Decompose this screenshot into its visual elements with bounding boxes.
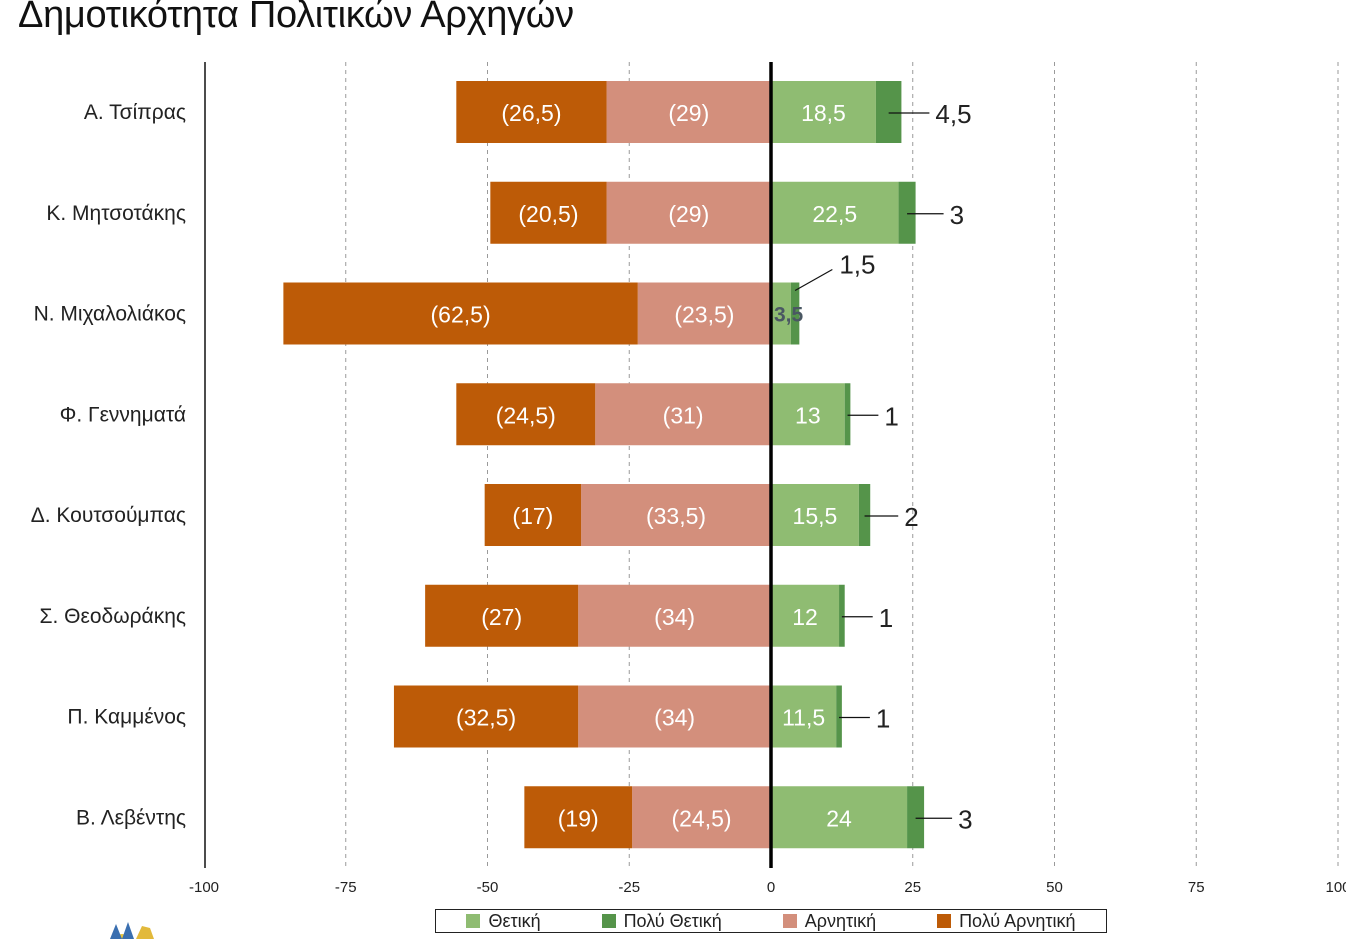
data-label-positive: 22,5 [812, 201, 857, 227]
data-label-very-positive: 1,5 [839, 250, 875, 280]
bar-negative [637, 282, 771, 345]
data-label-very-negative: (27) [481, 604, 522, 630]
data-label-very-positive: 1 [879, 603, 893, 633]
bar-positive [771, 81, 876, 143]
bar-positive [771, 484, 859, 546]
legend-item: Πολύ Αρνητική [937, 910, 1076, 932]
legend-item: Θετική [466, 910, 541, 932]
bar-positive [771, 786, 908, 849]
x-tick-label: -50 [477, 879, 499, 896]
x-tick-label: 100 [1325, 879, 1346, 896]
data-label-negative: (29) [668, 201, 709, 227]
data-label-positive: 24 [826, 805, 852, 831]
data-label-negative: (31) [663, 402, 704, 428]
bar-very-positive [839, 584, 845, 647]
data-label-negative: (29) [668, 100, 709, 126]
bar-negative [595, 383, 771, 446]
category-label: Δ. Κουτσούμπας [31, 504, 186, 527]
legend-swatch [466, 914, 481, 928]
category-label: Κ. Μητσοτάκης [46, 202, 186, 225]
legend-swatch [601, 914, 616, 928]
bar-very-negative [490, 181, 607, 244]
category-label: Σ. Θεοδωράκης [40, 605, 187, 628]
data-label-positive: 18,5 [801, 100, 846, 126]
data-label-very-positive: 3 [950, 200, 964, 230]
data-label-very-positive: 4,5 [935, 99, 971, 129]
legend-label: Θετική [488, 910, 541, 931]
bar-very-negative [393, 685, 579, 748]
bar-negative [581, 484, 771, 546]
legend-swatch [782, 914, 797, 928]
data-label-very-positive: 2 [904, 502, 918, 532]
category-label: Ν. Μιχαλολιάκος [34, 303, 186, 326]
legend-item: Πολύ Θετική [601, 910, 722, 932]
data-label-positive: 3,5 [774, 304, 804, 327]
logo-icon [110, 922, 154, 939]
data-label-negative: (34) [654, 705, 695, 731]
data-label-very-negative: (26,5) [501, 100, 561, 126]
x-tick-label: -25 [618, 879, 640, 896]
data-label-negative: (24,5) [671, 805, 731, 831]
bar-negative [606, 181, 771, 244]
data-label-positive: 15,5 [793, 503, 838, 529]
data-label-very-positive: 3 [958, 804, 972, 834]
bar-very-positive [836, 685, 842, 748]
data-label-negative: (34) [654, 604, 695, 630]
bar-very-positive [858, 484, 871, 546]
data-label-negative: (33,5) [646, 503, 706, 529]
bar-negative [578, 685, 771, 748]
bar-very-negative [425, 584, 579, 647]
chart-title: Δημοτικότητα Πολιτικών Αρχηγών [18, 0, 574, 36]
data-label-very-negative: (20,5) [518, 201, 578, 227]
category-label: Β. Λεβέντης [76, 806, 186, 829]
bar-very-negative [283, 282, 638, 345]
bar-negative [606, 81, 771, 143]
bar-very-negative [484, 484, 582, 546]
data-label-very-negative: (19) [558, 805, 599, 831]
bar-negative [632, 786, 771, 849]
legend-label: Πολύ Αρνητική [959, 910, 1076, 931]
data-label-positive: 11,5 [782, 705, 825, 731]
x-tick-label: 0 [767, 879, 775, 896]
bar-very-negative [524, 786, 633, 849]
legend-label: Πολύ Θετική [623, 910, 722, 931]
bar-positive [771, 282, 791, 345]
chart-legend: Θετική Πολύ Θετική Αρνητική Πολύ Αρνητική [435, 909, 1107, 933]
bar-very-positive [875, 81, 902, 143]
bar-positive [771, 584, 840, 647]
x-tick-label: 50 [1046, 879, 1063, 896]
legend-swatch [937, 914, 952, 928]
data-label-very-negative: (62,5) [431, 302, 491, 328]
category-label: Α. Τσίπρας [84, 101, 186, 124]
bar-negative [578, 584, 771, 647]
data-label-very-negative: (32,5) [456, 705, 516, 731]
data-label-very-negative: (24,5) [496, 402, 556, 428]
x-tick-label: -75 [335, 879, 357, 896]
data-label-negative: (23,5) [674, 302, 734, 328]
bar-very-positive [790, 282, 800, 345]
category-label: Φ. Γεννηματά [60, 403, 186, 426]
data-label-very-positive: 1 [884, 401, 898, 431]
category-label: Π. Καμμένος [67, 706, 186, 729]
data-label-very-negative: (17) [512, 503, 553, 529]
data-label-positive: 13 [795, 402, 821, 428]
legend-item: Αρνητική [782, 910, 877, 932]
bar-very-negative [456, 383, 596, 446]
x-tick-label: 75 [1188, 879, 1205, 896]
bar-positive [771, 181, 899, 244]
bar-very-positive [898, 181, 916, 244]
bar-very-positive [844, 383, 851, 446]
x-tick-label: -100 [189, 879, 219, 896]
bar-very-negative [456, 81, 607, 143]
data-label-positive: 12 [792, 604, 818, 630]
bar-positive [771, 685, 837, 748]
data-label-very-positive: 1 [876, 704, 890, 734]
x-tick-label: 25 [904, 879, 921, 896]
bar-very-positive [907, 786, 925, 849]
leader-line [794, 268, 833, 292]
legend-label: Αρνητική [804, 910, 877, 931]
bar-positive [771, 383, 845, 446]
